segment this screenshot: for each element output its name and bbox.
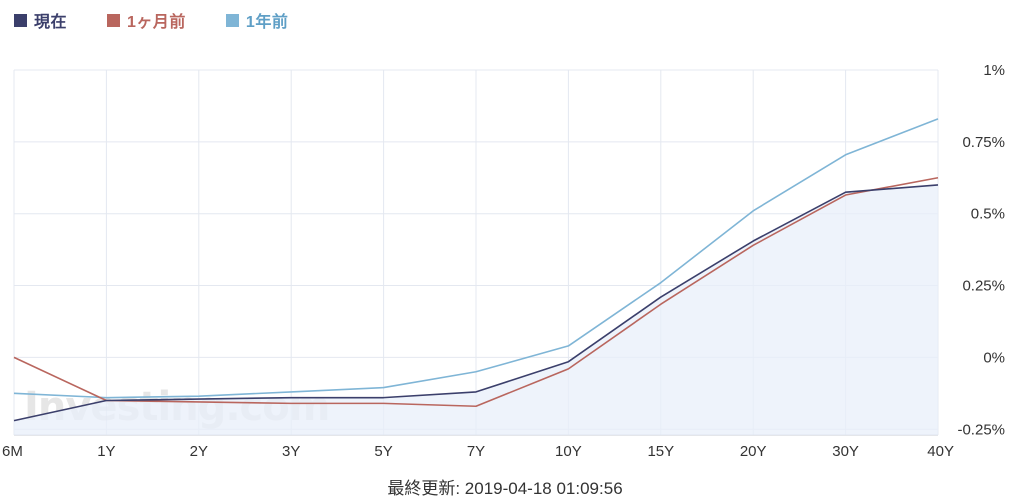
legend-swatch-1-year-ago [225,13,239,27]
x-tick-label: 6M [2,443,23,460]
x-tick-label: 3Y [282,443,300,460]
y-tick-label: 0% [983,349,1005,366]
legend-swatch-current [14,13,27,27]
y-tick-label: 0.5% [971,206,1005,223]
series-lines [13,118,939,422]
y-tick-label: -0.25% [957,421,1005,438]
x-tick-label: 15Y [647,443,674,460]
current-area-fill [14,184,938,435]
legend-label-1-month-ago: 1ヶ月前 [127,14,186,31]
x-tick-label: 2Y [190,443,208,460]
x-tick-label: 10Y [555,443,582,460]
legend-swatch-1-month-ago [107,13,121,27]
legend-item-1-year-ago[interactable]: 1年前 [225,8,289,32]
y-axis-ticks: 1% 0.75% 0.5% 0.25% 0% -0.25% [957,62,1005,438]
one-month-ago-series-line [13,176,939,408]
y-tick-label: 0.75% [962,134,1005,151]
x-tick-label: 5Y [374,443,392,460]
x-tick-label: 30Y [832,443,859,460]
y-tick-label: 0.25% [962,278,1005,295]
legend-item-current[interactable]: 現在 [14,8,67,32]
legend-label-current: 現在 [34,14,68,31]
current-series-line [13,184,939,422]
x-tick-label: 7Y [467,443,485,460]
x-tick-label: 40Y [927,443,954,460]
yield-curve-chart: Investing.com 1%0.75%0.5%0.25%0%-0.25% 6… [2,62,1005,460]
legend: 現在 1ヶ月前 1年前 [14,8,328,32]
x-axis-ticks: 6M 1Y 2Y 3Y 5Y 7Y 10Y 15Y 20Y 30Y 40Y [2,443,954,460]
x-tick-label: 20Y [740,443,767,460]
current-area-path [14,184,938,435]
last-updated-label: 最終更新: 2019-04-18 01:09:56 [387,479,623,498]
x-tick-label: 1Y [97,443,115,460]
legend-item-1-month-ago[interactable]: 1ヶ月前 [107,8,186,32]
legend-label-1-year-ago: 1年前 [245,14,289,31]
one-year-ago-series-line [13,118,939,399]
y-tick-label: 1% [983,62,1005,79]
